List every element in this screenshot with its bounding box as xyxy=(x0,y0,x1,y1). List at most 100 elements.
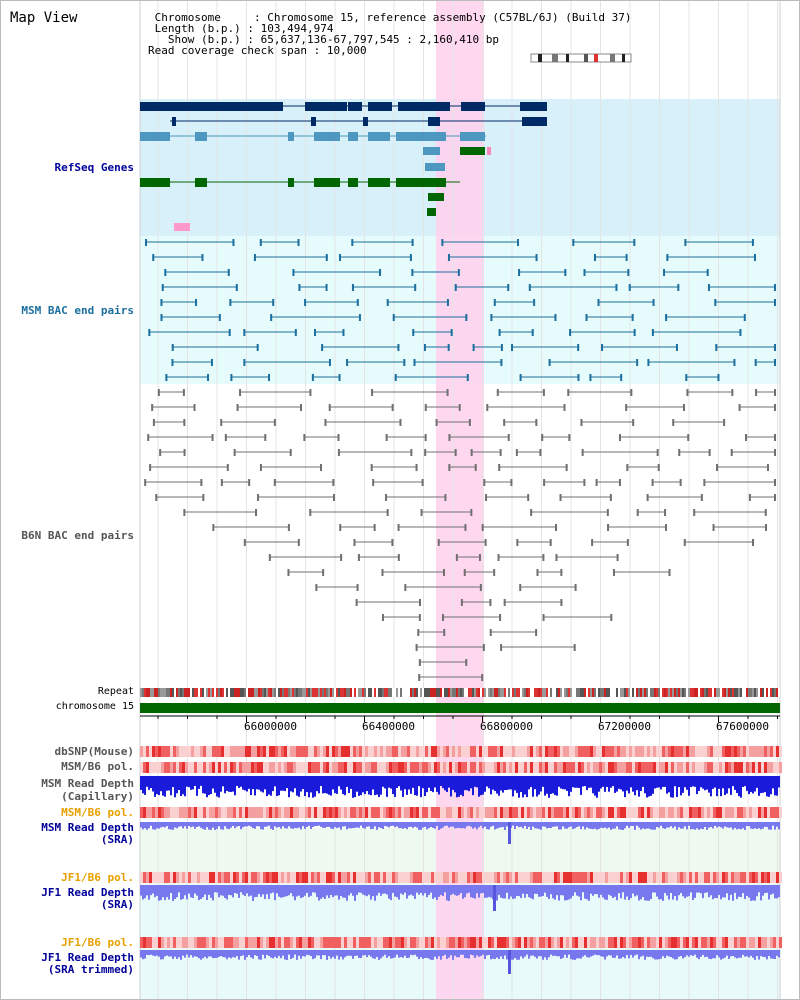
polymorphism-cell xyxy=(416,762,419,773)
polymorphism-cell xyxy=(461,872,464,883)
read-depth-bar xyxy=(204,950,206,957)
polymorphism-cell xyxy=(515,746,518,757)
read-depth-bar xyxy=(626,885,628,897)
gene-exon xyxy=(425,163,445,171)
polymorphism-cell xyxy=(407,807,410,818)
polymorphism-cell xyxy=(233,762,236,773)
polymorphism-cell xyxy=(593,872,596,883)
polymorphism-cell xyxy=(608,937,611,948)
polymorphism-cell xyxy=(605,807,608,818)
read-depth-bar xyxy=(234,822,236,829)
polymorphism-cell xyxy=(566,937,569,948)
read-depth-bar xyxy=(700,822,702,829)
polymorphism-cell xyxy=(638,762,641,773)
read-depth-bar xyxy=(156,776,158,795)
read-depth-bar xyxy=(618,885,620,894)
read-depth-bar xyxy=(680,950,682,957)
read-depth-bar xyxy=(244,950,246,960)
repeat-mark xyxy=(466,688,468,697)
track-label-refseq[interactable]: RefSeq Genes xyxy=(54,161,134,174)
repeat-mark xyxy=(572,688,574,697)
bac-end xyxy=(574,584,577,591)
polymorphism-cell xyxy=(452,937,455,948)
read-depth-bar xyxy=(416,822,418,828)
read-depth-bar xyxy=(344,950,346,958)
polymorphism-cell xyxy=(569,807,572,818)
polymorphism-cell xyxy=(527,937,530,948)
polymorphism-cell xyxy=(311,937,314,948)
read-depth-bar xyxy=(702,822,704,830)
track-label-msm-depth-cap[interactable]: MSM Read Depth xyxy=(41,777,134,790)
read-depth-bar xyxy=(410,950,412,955)
read-depth-bar xyxy=(338,885,340,900)
bac-end xyxy=(774,299,776,306)
read-depth-bar xyxy=(272,885,274,893)
polymorphism-cell xyxy=(245,872,248,883)
read-depth-bar xyxy=(714,950,716,959)
polymorphism-cell xyxy=(452,746,455,757)
polymorphism-cell xyxy=(371,807,374,818)
repeat-mark xyxy=(284,688,286,697)
read-depth-bar xyxy=(278,885,280,897)
read-depth-spike xyxy=(508,822,511,844)
polymorphism-cell xyxy=(467,762,470,773)
read-depth-bar xyxy=(400,822,402,829)
repeat-mark xyxy=(458,688,460,697)
read-depth-bar xyxy=(182,885,184,899)
read-depth-spike xyxy=(508,950,511,974)
polymorphism-cell xyxy=(647,762,650,773)
read-depth-bar xyxy=(340,822,342,830)
read-depth-bar xyxy=(426,885,428,898)
read-depth-bar xyxy=(490,822,492,827)
polymorphism-cell xyxy=(320,807,323,818)
track-label-jf1-depth-trimmed[interactable]: JF1 Read Depth xyxy=(41,951,134,964)
track-label-jf1-pol-2[interactable]: JF1/B6 pol. xyxy=(61,936,134,949)
read-depth-bar xyxy=(304,822,306,829)
repeat-mark xyxy=(154,688,156,697)
polymorphism-cell xyxy=(620,937,623,948)
track-label-msm-pol-2[interactable]: MSM/B6 pol. xyxy=(61,806,134,819)
read-depth-bar xyxy=(502,950,504,960)
track-label-msm-depth-sra[interactable]: MSM Read Depth xyxy=(41,821,134,834)
track-label-msm-pol-1[interactable]: MSM/B6 pol. xyxy=(61,760,134,773)
polymorphism-cell xyxy=(626,872,629,883)
gene-exon xyxy=(311,117,316,126)
read-depth-bar xyxy=(370,885,372,900)
chromosome-bar xyxy=(140,703,780,713)
read-depth-bar xyxy=(150,776,152,789)
polymorphism-cell xyxy=(779,746,782,757)
polymorphism-cell xyxy=(320,746,323,757)
repeat-mark xyxy=(142,688,144,697)
gene-exon xyxy=(348,102,362,111)
bac-end xyxy=(315,584,318,591)
polymorphism-cell xyxy=(647,872,650,883)
track-label-dbsnp[interactable]: dbSNP(Mouse) xyxy=(54,745,134,758)
polymorphism-cell xyxy=(206,807,209,818)
bac-end xyxy=(268,374,271,381)
read-depth-bar xyxy=(178,822,180,827)
polymorphism-cell xyxy=(761,937,764,948)
polymorphism-cell xyxy=(371,937,374,948)
track-label-b6n-bac[interactable]: B6N BAC end pairs xyxy=(21,529,134,542)
bac-end xyxy=(542,389,545,396)
repeat-mark xyxy=(550,688,552,697)
read-depth-bar xyxy=(750,822,752,829)
track-label-jf1-depth-sra[interactable]: JF1 Read Depth xyxy=(41,886,134,899)
track-label-msm-bac[interactable]: MSM BAC end pairs xyxy=(21,304,134,317)
polymorphism-cell xyxy=(623,872,626,883)
track-label-jf1-pol-1[interactable]: JF1/B6 pol. xyxy=(61,871,134,884)
bac-end xyxy=(442,569,445,576)
read-depth-bar xyxy=(546,885,548,897)
polymorphism-cell xyxy=(455,937,458,948)
read-depth-bar xyxy=(752,950,754,958)
read-depth-bar xyxy=(224,776,226,794)
read-depth-bar xyxy=(168,950,170,957)
polymorphism-cell xyxy=(299,762,302,773)
bac-end xyxy=(403,359,406,366)
bac-end xyxy=(470,509,473,516)
read-depth-bar xyxy=(156,885,158,896)
read-depth-bar xyxy=(620,822,622,830)
polymorphism-cell xyxy=(494,746,497,757)
read-depth-bar xyxy=(282,885,284,898)
